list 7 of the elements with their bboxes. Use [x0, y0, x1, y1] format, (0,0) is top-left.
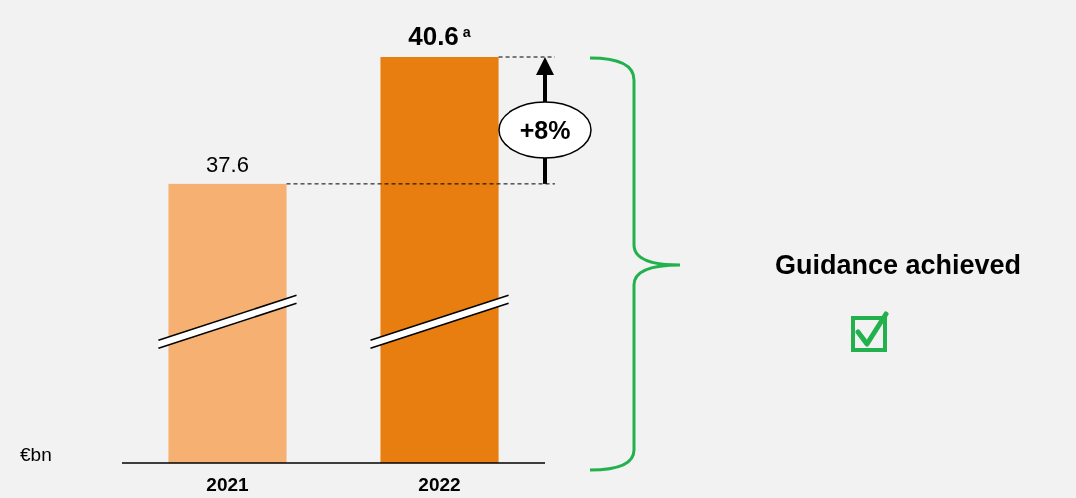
text: Guidance achieved	[774, 250, 1022, 280]
data-label: 37.6	[206, 151, 249, 177]
x-tick-label: 2021	[206, 474, 250, 495]
data-label: 40.6$^{a}$	[408, 21, 472, 51]
x-tick-label: 2022	[418, 474, 461, 495]
annotation: +8%	[519, 116, 571, 144]
text: €bn	[20, 444, 52, 465]
